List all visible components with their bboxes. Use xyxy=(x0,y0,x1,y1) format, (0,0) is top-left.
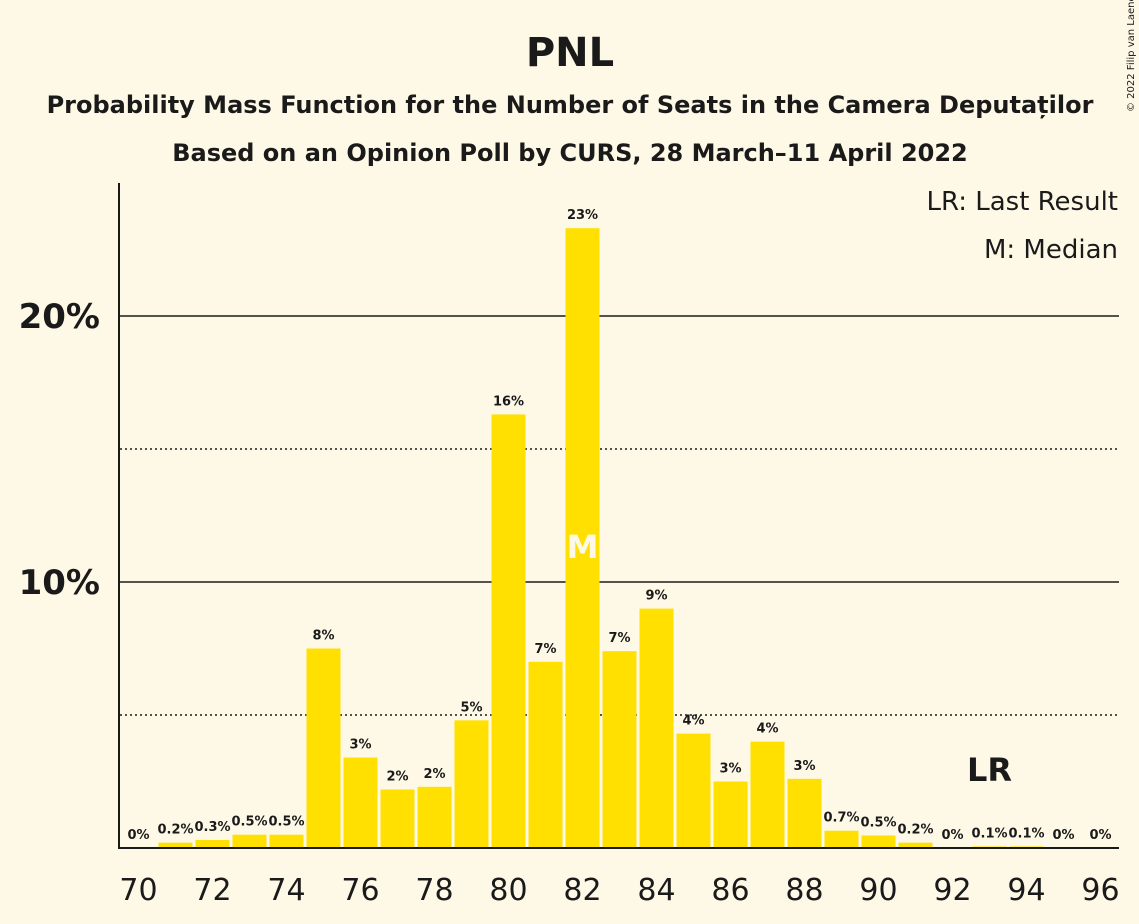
data-label-seat-71: 0.2% xyxy=(157,823,193,838)
tick-labels-group: 70 72 74 76 78 80 82 84 86 88 90 92 94 96 10% 20% xyxy=(19,297,1120,908)
x-tick-label: 90 xyxy=(859,873,897,908)
x-tick-label: 94 xyxy=(1007,873,1045,908)
data-label-seat-91: 0.2% xyxy=(897,823,933,838)
data-label-seat-77: 2% xyxy=(386,769,408,784)
data-labels-group: 0% 0.2% 0.3% 0.5% 0.5%8%3%2% 2%5%16%7%23%7%9%… xyxy=(127,208,1111,843)
bar-seat-86 xyxy=(713,781,748,848)
data-label-seat-72: 0.3% xyxy=(194,820,230,835)
x-tick-label: 92 xyxy=(933,873,971,908)
bar-seat-89 xyxy=(824,830,859,848)
bar-seat-82 xyxy=(565,228,600,849)
data-label-seat-94: 0.1% xyxy=(1008,826,1044,841)
bars-group xyxy=(158,228,1044,849)
legend-median: M: Median xyxy=(984,235,1118,265)
chart-title: PNL xyxy=(526,30,614,76)
data-label-seat-82: 23% xyxy=(567,208,598,223)
legend-last-result: LR: Last Result xyxy=(926,187,1118,217)
bar-seat-85 xyxy=(676,733,711,848)
bar-seat-90 xyxy=(861,835,896,848)
bar-seat-83 xyxy=(602,651,637,848)
data-label-seat-76: 3% xyxy=(349,738,371,753)
bar-seat-79 xyxy=(454,720,489,848)
gridlines xyxy=(120,315,1119,716)
bar-seat-76 xyxy=(343,757,378,848)
data-label-seat-81: 7% xyxy=(534,642,556,657)
data-label-seat-89: 0.7% xyxy=(823,811,859,826)
y-tick-label: 10% xyxy=(19,563,100,603)
bar-seat-91 xyxy=(898,842,933,848)
bar-seat-75 xyxy=(306,648,341,848)
data-label-seat-90: 0.5% xyxy=(860,815,896,830)
bar-seat-88 xyxy=(787,778,822,848)
x-tick-label: 80 xyxy=(489,873,527,908)
y-tick-label: 20% xyxy=(19,297,100,337)
data-label-seat-84: 9% xyxy=(645,589,667,604)
data-label-seat-96: 0% xyxy=(1089,828,1111,843)
data-label-seat-87: 4% xyxy=(756,722,778,737)
x-tick-label: 96 xyxy=(1081,873,1119,908)
data-label-seat-78: 2% xyxy=(423,767,445,782)
bar-seat-80 xyxy=(491,414,526,848)
bar-seat-77 xyxy=(380,789,415,848)
data-label-seat-93: 0.1% xyxy=(971,826,1007,841)
x-tick-label: 86 xyxy=(711,873,749,908)
data-label-seat-80: 16% xyxy=(493,394,524,409)
bar-seat-71 xyxy=(158,842,193,848)
data-label-seat-85: 4% xyxy=(682,714,704,729)
bar-seat-72 xyxy=(195,840,230,848)
x-tick-label: 88 xyxy=(785,873,823,908)
x-tick-label: 72 xyxy=(193,873,231,908)
markers-group: M LR xyxy=(567,528,1012,789)
bar-seat-84 xyxy=(639,608,674,848)
x-tick-label: 82 xyxy=(563,873,601,908)
data-label-seat-70: 0% xyxy=(127,828,149,843)
data-label-seat-88: 3% xyxy=(793,759,815,774)
last-result-marker: LR xyxy=(967,751,1012,789)
chart-subtitle-line-2: Based on an Opinion Poll by CURS, 28 Mar… xyxy=(172,139,968,167)
chart-subtitle-line-1: Probability Mass Function for the Number… xyxy=(47,91,1094,119)
data-label-seat-79: 5% xyxy=(460,700,482,715)
bar-seat-78 xyxy=(417,786,452,848)
data-label-seat-83: 7% xyxy=(608,631,630,646)
bar-seat-74 xyxy=(269,834,304,848)
x-tick-label: 78 xyxy=(415,873,453,908)
data-label-seat-95: 0% xyxy=(1052,828,1074,843)
median-marker: M xyxy=(567,528,599,566)
copyright-notice: © 2022 Filip van Laenen xyxy=(1126,0,1137,112)
bar-seat-87 xyxy=(750,741,785,848)
x-tick-label: 70 xyxy=(119,873,157,908)
x-tick-label: 74 xyxy=(267,873,305,908)
bar-seat-81 xyxy=(528,661,563,848)
bar-seat-73 xyxy=(232,834,267,848)
data-label-seat-74: 0.5% xyxy=(268,815,304,830)
x-tick-label: 84 xyxy=(637,873,675,908)
data-label-seat-75: 8% xyxy=(312,629,334,644)
x-tick-label: 76 xyxy=(341,873,379,908)
data-label-seat-92: 0% xyxy=(941,828,963,843)
data-label-seat-86: 3% xyxy=(719,762,741,777)
data-label-seat-73: 0.5% xyxy=(231,815,267,830)
